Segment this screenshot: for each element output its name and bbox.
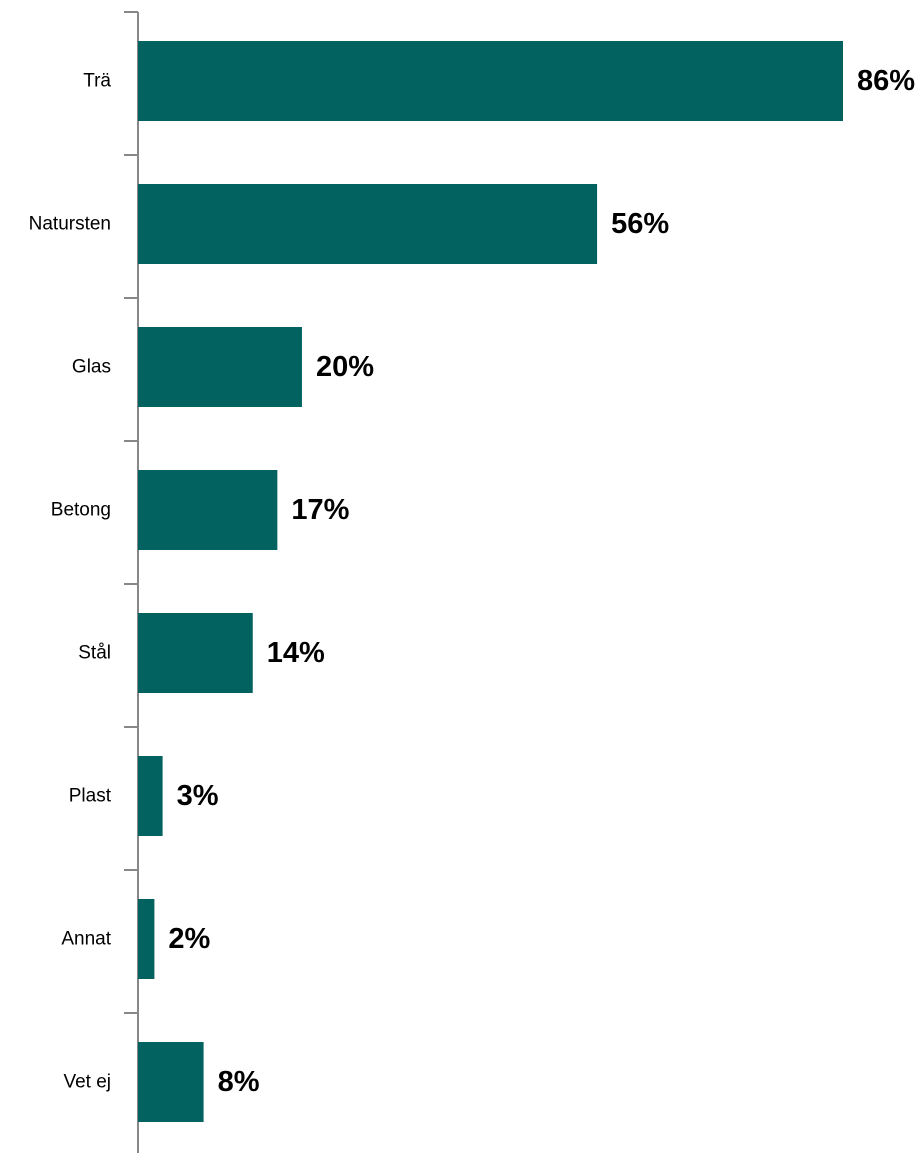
category-label: Betong	[51, 500, 111, 521]
category-label: Natursten	[29, 214, 111, 235]
category-labels: Trä Natursten Glas Betong Stål Plast Annat Vet …	[29, 71, 112, 1093]
value-label: 2%	[168, 923, 210, 955]
value-label: 56%	[611, 208, 669, 240]
category-label: Vet ej	[63, 1072, 111, 1093]
bar	[138, 327, 302, 407]
value-label: 17%	[291, 494, 349, 526]
category-label: Glas	[72, 357, 111, 378]
value-label: 20%	[316, 351, 374, 383]
category-label: Trä	[83, 71, 111, 92]
category-label: Plast	[69, 786, 112, 807]
axis-ticks	[124, 12, 138, 1013]
bar	[138, 1042, 204, 1122]
bar	[138, 184, 597, 264]
bar	[138, 470, 277, 550]
category-label: Annat	[61, 929, 111, 950]
bar	[138, 613, 253, 693]
value-label: 8%	[218, 1066, 260, 1098]
bar	[138, 41, 843, 121]
value-label: 86%	[857, 65, 915, 97]
bar	[138, 899, 154, 979]
bar	[138, 756, 163, 836]
bars	[138, 41, 843, 1122]
value-label: 14%	[267, 637, 325, 669]
category-label: Stål	[78, 643, 111, 664]
value-label: 3%	[177, 780, 219, 812]
